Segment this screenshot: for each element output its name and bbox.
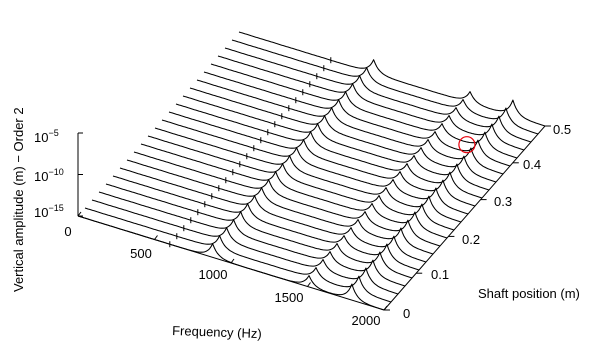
waterfall-trace: [189, 87, 497, 183]
waterfall-trace: [196, 79, 504, 175]
waterfall-trace: [126, 159, 434, 255]
waterfall-trace: [112, 175, 420, 271]
axis-ticks: [77, 125, 551, 311]
amplitude-tick-label-1e-5: 10−5: [34, 128, 59, 145]
frequency-tick-mark: [383, 305, 388, 311]
frequency-tick-label-2000: 2000: [352, 313, 381, 328]
frequency-tick-mark: [154, 235, 158, 240]
shaft-tick-label-0.5: 0.5: [553, 122, 571, 137]
frequency-tick-label-1000: 1000: [199, 267, 228, 282]
waterfall-trace: [231, 39, 539, 135]
amplitude-tick-label-1e-15: 10−15: [34, 203, 64, 220]
waterfall-trace: [133, 151, 441, 247]
shaft-position-axis-line: [383, 125, 546, 311]
waterfall-trace: [154, 127, 462, 223]
shaft-tick-label-0.1: 0.1: [431, 267, 449, 282]
frequency-tick-mark: [230, 258, 235, 264]
shaft-tick-label-0.2: 0.2: [462, 232, 480, 247]
waterfall-trace: [161, 119, 469, 215]
waterfall-trace: [119, 167, 427, 263]
frequency-tick-label-1500: 1500: [275, 290, 304, 305]
highlight-circle: [458, 136, 476, 154]
shaft-position-axis-label: Shaft position (m): [478, 286, 580, 301]
shaft-tick-label-0: 0: [403, 306, 410, 321]
frequency-tick-mark: [77, 211, 82, 217]
waterfall-trace: [147, 135, 455, 231]
waterfall-trace: [84, 207, 392, 303]
frequency-axis-label: Frequency (Hz): [172, 323, 262, 341]
waterfall-trace: [217, 55, 525, 151]
waterfall-trace: [238, 31, 546, 127]
amplitude-axis-label: Vertical amplitude (m) − Order 2: [11, 107, 26, 292]
amplitude-tick-label-1e-10: 10−10: [34, 167, 64, 184]
waterfall-traces: [77, 31, 546, 311]
frequency-tick-mark: [307, 282, 311, 287]
frequency-tick-label-500: 500: [130, 246, 152, 261]
shaft-tick-label-0.3: 0.3: [494, 194, 512, 209]
waterfall-trace: [210, 63, 518, 159]
waterfall-trace: [168, 111, 476, 207]
waterfall-trace: [140, 143, 448, 239]
waterfall-trace: [224, 47, 532, 143]
waterfall-trace: [105, 183, 413, 279]
waterfall-trace: [91, 199, 399, 295]
shaft-tick-label-0.4: 0.4: [523, 157, 541, 172]
frequency-tick-label-0: 0: [64, 224, 71, 239]
waterfall-trace: [203, 71, 511, 167]
waterfall-trace: [182, 95, 490, 191]
waterfall-trace: [175, 103, 483, 199]
waterfall-trace: [98, 191, 406, 287]
